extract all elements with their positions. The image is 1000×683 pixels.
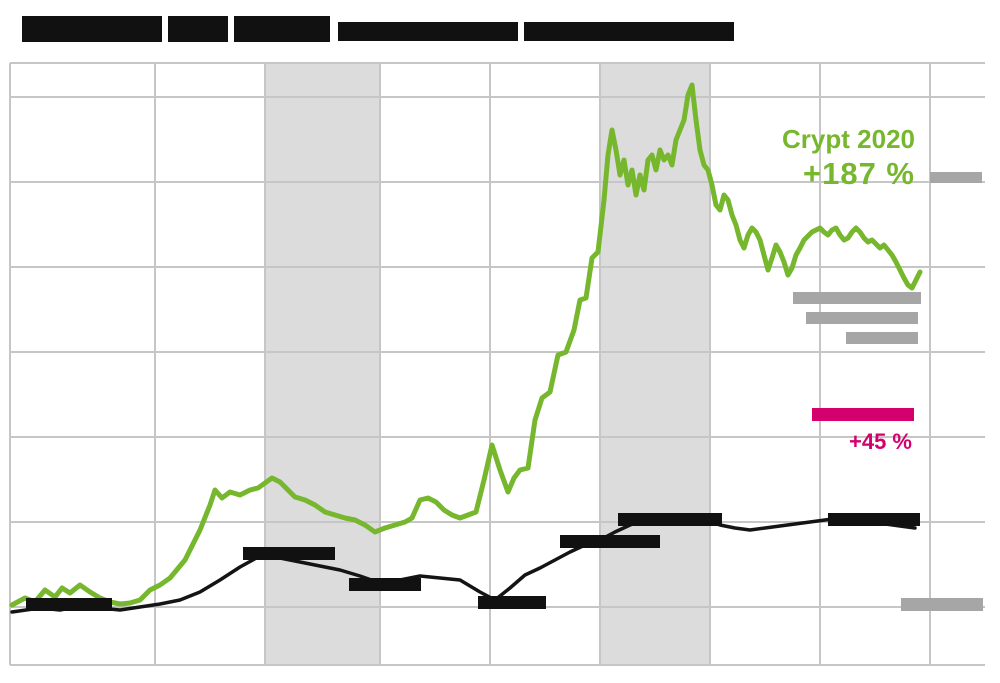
redacted-text-tick-label [901, 598, 983, 611]
plot-band [265, 63, 380, 665]
redacted-text-title-word [168, 16, 228, 42]
redacted-text-title-word [22, 16, 162, 42]
series-line-dark-index [10, 516, 917, 614]
redacted-text-tick-label [930, 172, 982, 183]
series2-annotation-change: +45 % [849, 429, 912, 454]
redacted-text-note-line [806, 312, 918, 324]
redacted-text-note-line [846, 332, 918, 344]
redacted-text-data-label [349, 578, 421, 591]
redacted-text-axis-label [26, 598, 112, 611]
redacted-text-data-label [478, 596, 546, 609]
redacted-text-data-label [243, 547, 335, 560]
redacted-text-data-label [560, 535, 660, 548]
redacted-text-data-label [618, 513, 722, 526]
series1-annotation-change: +187 % [802, 156, 915, 191]
redacted-text-subtitle-word [338, 22, 518, 41]
series-line-green-index [9, 82, 923, 608]
redacted-text-subtitle-word [524, 22, 734, 41]
redacted-text-title-word [234, 16, 330, 42]
redacted-text-note-line [793, 292, 921, 304]
series1-annotation-name: Crypt 2020 [782, 124, 915, 154]
redacted-text-series-label [812, 408, 914, 421]
redacted-text-data-label [828, 513, 920, 526]
